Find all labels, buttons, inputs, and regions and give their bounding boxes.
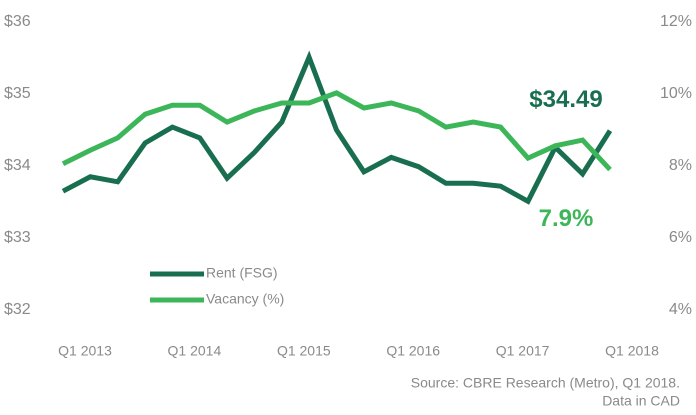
source-note: Data in CAD	[602, 393, 680, 409]
x-tick-label: Q1 2013	[58, 343, 112, 359]
y-tick-label: $33	[4, 229, 31, 246]
y-tick-label: $32	[4, 301, 31, 318]
y-tick-label: $36	[4, 13, 31, 30]
y2-tick-label: 4%	[669, 301, 692, 318]
y-tick-label: $34	[4, 157, 31, 174]
x-tick-label: Q1 2014	[168, 343, 222, 359]
legend-label: Rent (FSG)	[206, 265, 278, 281]
x-tick-label: Q1 2018	[605, 343, 659, 359]
legend-label: Vacancy (%)	[206, 291, 284, 307]
value-label: $34.49	[529, 86, 602, 113]
source-note: Source: CBRE Research (Metro), Q1 2018.	[411, 375, 680, 391]
y-tick-label: $35	[4, 85, 31, 102]
x-tick-label: Q1 2015	[277, 343, 331, 359]
x-tick-label: Q1 2016	[386, 343, 440, 359]
y2-tick-label: 8%	[669, 157, 692, 174]
y2-tick-label: 6%	[669, 229, 692, 246]
y2-tick-label: 10%	[660, 85, 692, 102]
series-line	[61, 50, 613, 205]
x-tick-label: Q1 2017	[496, 343, 550, 359]
series-line	[61, 90, 612, 172]
value-label: 7.9%	[539, 205, 594, 232]
y2-tick-label: 12%	[660, 13, 692, 30]
